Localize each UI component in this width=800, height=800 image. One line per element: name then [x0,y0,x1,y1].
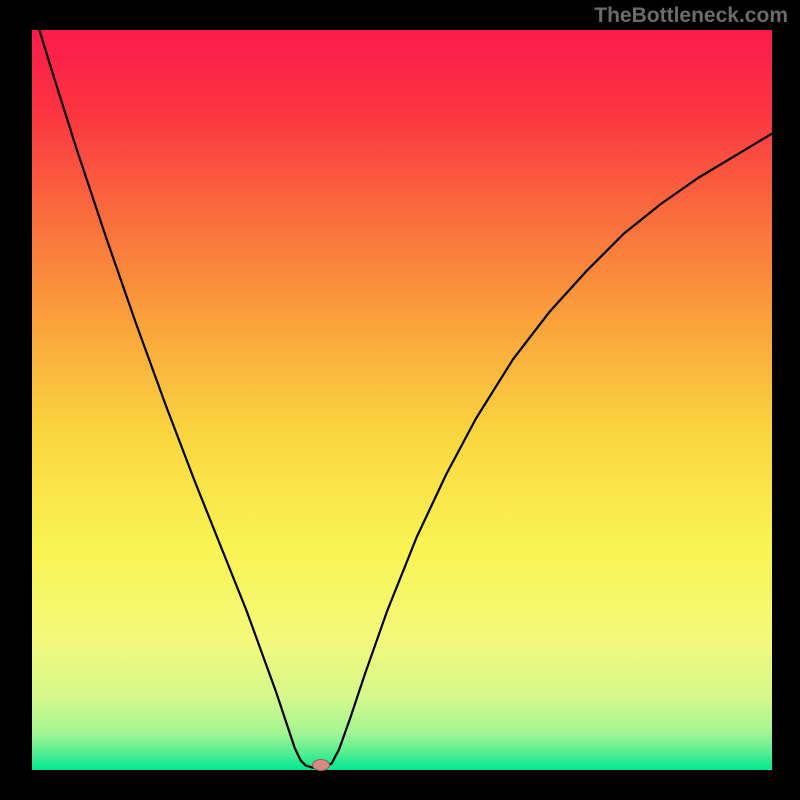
watermark-text: TheBottleneck.com [594,4,788,28]
bottleneck-curve [39,30,772,768]
chart-container: TheBottleneck.com [0,0,800,800]
optimal-point-marker [312,759,330,771]
curve-svg [32,30,772,770]
plot-area [32,30,772,770]
